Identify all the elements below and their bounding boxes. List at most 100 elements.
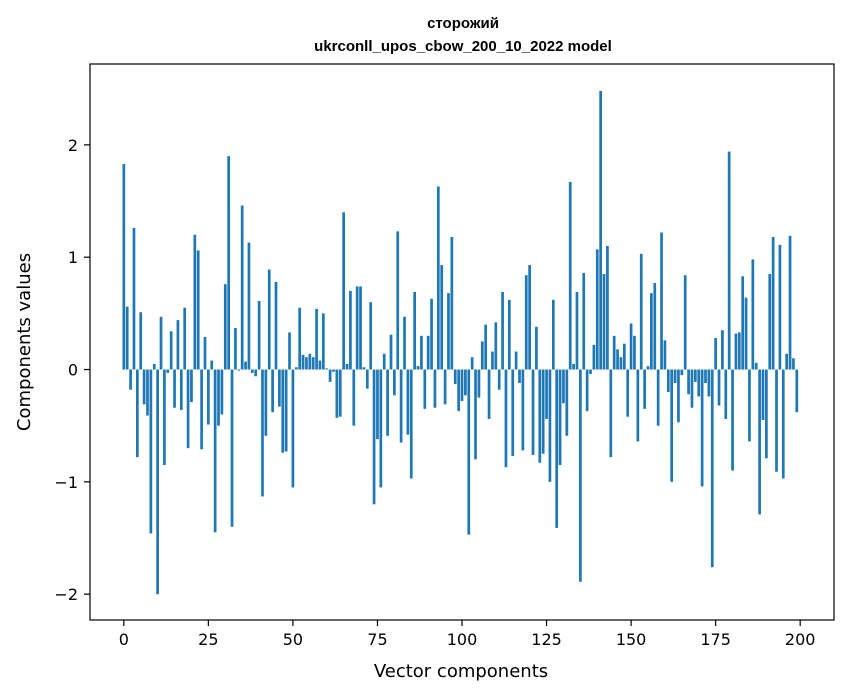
bar-97 [450,236,454,370]
bar-8 [149,369,153,534]
bar-31 [227,156,231,370]
bar-95 [443,369,447,405]
bar-168 [690,369,694,408]
bar-54 [305,357,308,370]
bar-134 [575,292,579,370]
bar-138 [589,369,592,375]
bar-142 [602,274,606,370]
bar-112 [501,292,504,370]
x-tick-label: 75 [367,630,387,649]
bar-69 [355,286,359,370]
bar-187 [754,362,758,370]
bar-6 [142,369,146,405]
bar-193 [775,369,778,472]
bar-68 [352,369,356,426]
bar-1 [125,306,129,370]
bar-49 [288,332,291,370]
bar-26 [210,360,214,370]
x-tick-label: 50 [283,630,303,649]
bar-62 [332,369,335,372]
bar-131 [565,369,569,436]
bar-184 [744,297,748,370]
bar-27 [213,369,217,533]
bar-105 [477,369,481,398]
bar-73 [369,302,373,370]
bar-114 [507,299,511,370]
bar-9 [152,363,156,370]
x-tick-label: 25 [198,630,218,649]
bar-143 [606,245,609,370]
bar-16 [176,320,180,370]
bar-186 [751,259,755,370]
bar-154 [643,369,646,409]
bar-153 [639,253,643,370]
bar-135 [579,369,582,582]
chart-title: сторожий [427,15,499,32]
bar-166 [683,275,687,370]
bar-55 [308,353,312,370]
bar-4 [135,369,139,458]
bar-120 [528,265,531,370]
bar-5 [139,312,143,370]
bar-22 [196,250,200,370]
bar-23 [200,369,203,450]
bar-20 [190,369,193,403]
bar-164 [677,369,680,423]
bar-182 [737,332,741,370]
bar-83 [403,316,406,370]
bar-102 [467,369,471,535]
bar-139 [592,344,596,370]
bar-98 [453,369,457,385]
bar-152 [636,369,640,442]
bar-115 [511,369,515,457]
bar-12 [163,369,166,465]
bar-132 [568,181,572,370]
bar-174 [710,369,714,568]
bar-197 [788,235,792,370]
bar-149 [626,369,630,417]
bar-76 [379,369,383,488]
bar-32 [230,369,234,527]
bar-24 [203,336,207,370]
bar-33 [234,327,237,370]
chart-subtitle: ukrconll_upos_cbow_200_10_2022 model [314,38,612,55]
bar-13 [166,369,170,373]
bar-117 [518,369,521,383]
bar-176 [717,369,721,406]
bar-162 [670,369,674,482]
bar-157 [653,283,657,370]
bar-194 [778,244,782,370]
bar-91 [430,298,433,370]
bar-52 [298,307,302,370]
bar-75 [376,369,379,440]
bar-196 [785,353,789,370]
bar-43 [267,269,271,370]
bar-72 [365,369,369,389]
bar-189 [761,369,765,421]
bar-2 [129,369,132,390]
bar-108 [487,369,491,419]
bar-7 [146,369,149,416]
bar-183 [741,276,745,370]
bar-85 [409,369,413,479]
bar-63 [335,369,339,418]
bar-119 [524,275,528,370]
bar-58 [318,360,322,370]
bar-129 [558,369,562,465]
bar-90 [426,335,430,370]
bars-group [122,90,799,595]
bar-110 [494,322,498,370]
bar-160 [663,340,667,370]
bar-50 [291,369,295,488]
bar-74 [372,369,376,505]
bar-133 [572,363,575,370]
bar-195 [781,369,785,479]
bar-181 [734,333,738,370]
bar-84 [406,369,410,435]
y-axis-ticks: −2 −1 0 1 2 [54,136,90,604]
bar-130 [562,369,565,404]
x-tick-label: 100 [447,630,478,649]
bar-29 [220,369,224,415]
bar-82 [399,369,403,443]
bar-51 [294,367,298,370]
